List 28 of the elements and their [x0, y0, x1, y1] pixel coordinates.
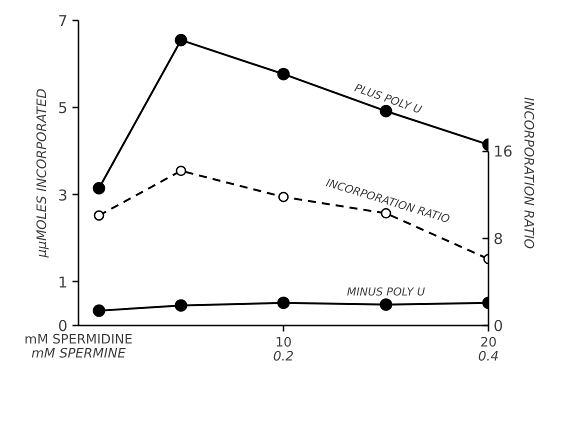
point [174, 34, 188, 46]
y2-axis-title: INCORPORATION RATIO [520, 97, 536, 249]
point [92, 304, 106, 317]
y-tick-label: 0 [58, 317, 68, 335]
y-axis-title: μμMOLES INCORPORATED [34, 88, 50, 258]
x2-axis-title: mM SPERMINE [31, 346, 126, 362]
x-axis-title: mM SPERMIDINE [24, 332, 133, 348]
point [92, 182, 106, 194]
x-tick-label: 20 [480, 336, 497, 350]
point [176, 166, 186, 176]
y2-tick-label: 16 [494, 142, 513, 161]
y2-tick-label: 0 [494, 317, 504, 335]
y-tick-label: 3 [58, 186, 68, 204]
y2-tick-label: 8 [494, 230, 504, 248]
point [278, 192, 289, 202]
point [174, 299, 188, 312]
point [277, 68, 290, 80]
x2-tick-label: 0.2 [273, 350, 294, 364]
y-tick-label: 7 [58, 12, 68, 30]
text: PLUS POLY U [352, 81, 424, 117]
y-tick-label: 1 [58, 273, 68, 292]
point [277, 296, 290, 310]
x2-tick-label: 0.4 [478, 350, 499, 364]
x-tick-label: 10 [275, 336, 292, 350]
point [380, 298, 392, 311]
point [94, 210, 104, 221]
series-label: MINUS POLY U [346, 286, 426, 299]
y-tick-label: 5 [58, 99, 68, 118]
